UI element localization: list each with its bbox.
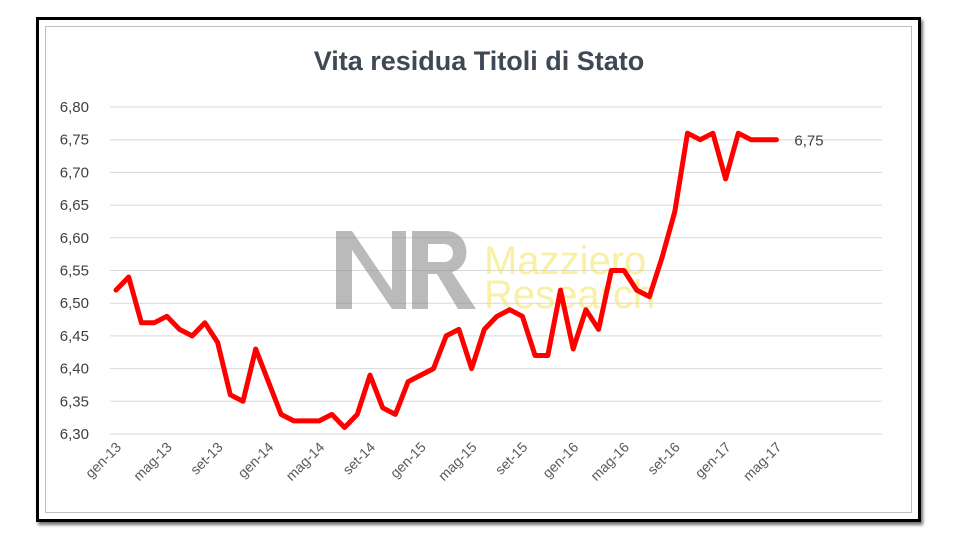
y-tick-label: 6,60 (60, 230, 89, 247)
x-tick-label: set-16 (644, 439, 683, 478)
y-tick-label: 6,45 (60, 328, 89, 345)
x-tick-label: gen-14 (234, 439, 276, 481)
gridlines (110, 106, 882, 435)
x-tick-label: mag-14 (282, 439, 327, 484)
x-tick-label: gen-15 (387, 439, 429, 481)
x-tick-label: gen-16 (539, 439, 581, 481)
x-tick-label: mag-16 (587, 439, 632, 484)
x-tick-label: set-13 (187, 439, 226, 478)
x-axis-ticks: gen-13 mag-13 set-13 gen-14 mag-14 set-14 gen-… (82, 439, 785, 484)
x-tick-label: mag-13 (130, 439, 175, 484)
x-tick-label: set-14 (339, 439, 378, 478)
watermark: Mazziero Research (336, 231, 655, 317)
x-tick-label: set-15 (492, 439, 531, 478)
x-tick-label: gen-13 (82, 439, 124, 481)
y-tick-label: 6,75 (60, 132, 89, 149)
watermark-line1: Mazziero (484, 239, 646, 283)
y-tick-label: 6,70 (60, 164, 89, 181)
x-tick-label: mag-15 (435, 439, 480, 484)
last-value-label: 6,75 (794, 133, 823, 150)
series-line (113, 130, 779, 430)
y-tick-label: 6,65 (60, 197, 89, 214)
chart-title: Vita residua Titoli di Stato (314, 46, 645, 76)
y-tick-label: 6,80 (60, 99, 89, 116)
y-tick-label: 6,35 (60, 393, 89, 410)
mr-logo-icon (336, 231, 476, 309)
x-tick-label: mag-17 (740, 439, 785, 484)
y-tick-label: 6,30 (60, 426, 89, 443)
y-axis-ticks: 6,30 6,35 6,40 6,45 6,50 6,55 6,60 6,65 6,70 6,75… (60, 99, 89, 443)
y-tick-label: 6,50 (60, 295, 89, 312)
y-tick-label: 6,55 (60, 263, 89, 280)
y-tick-label: 6,40 (60, 361, 89, 378)
x-tick-label: gen-17 (692, 439, 734, 481)
